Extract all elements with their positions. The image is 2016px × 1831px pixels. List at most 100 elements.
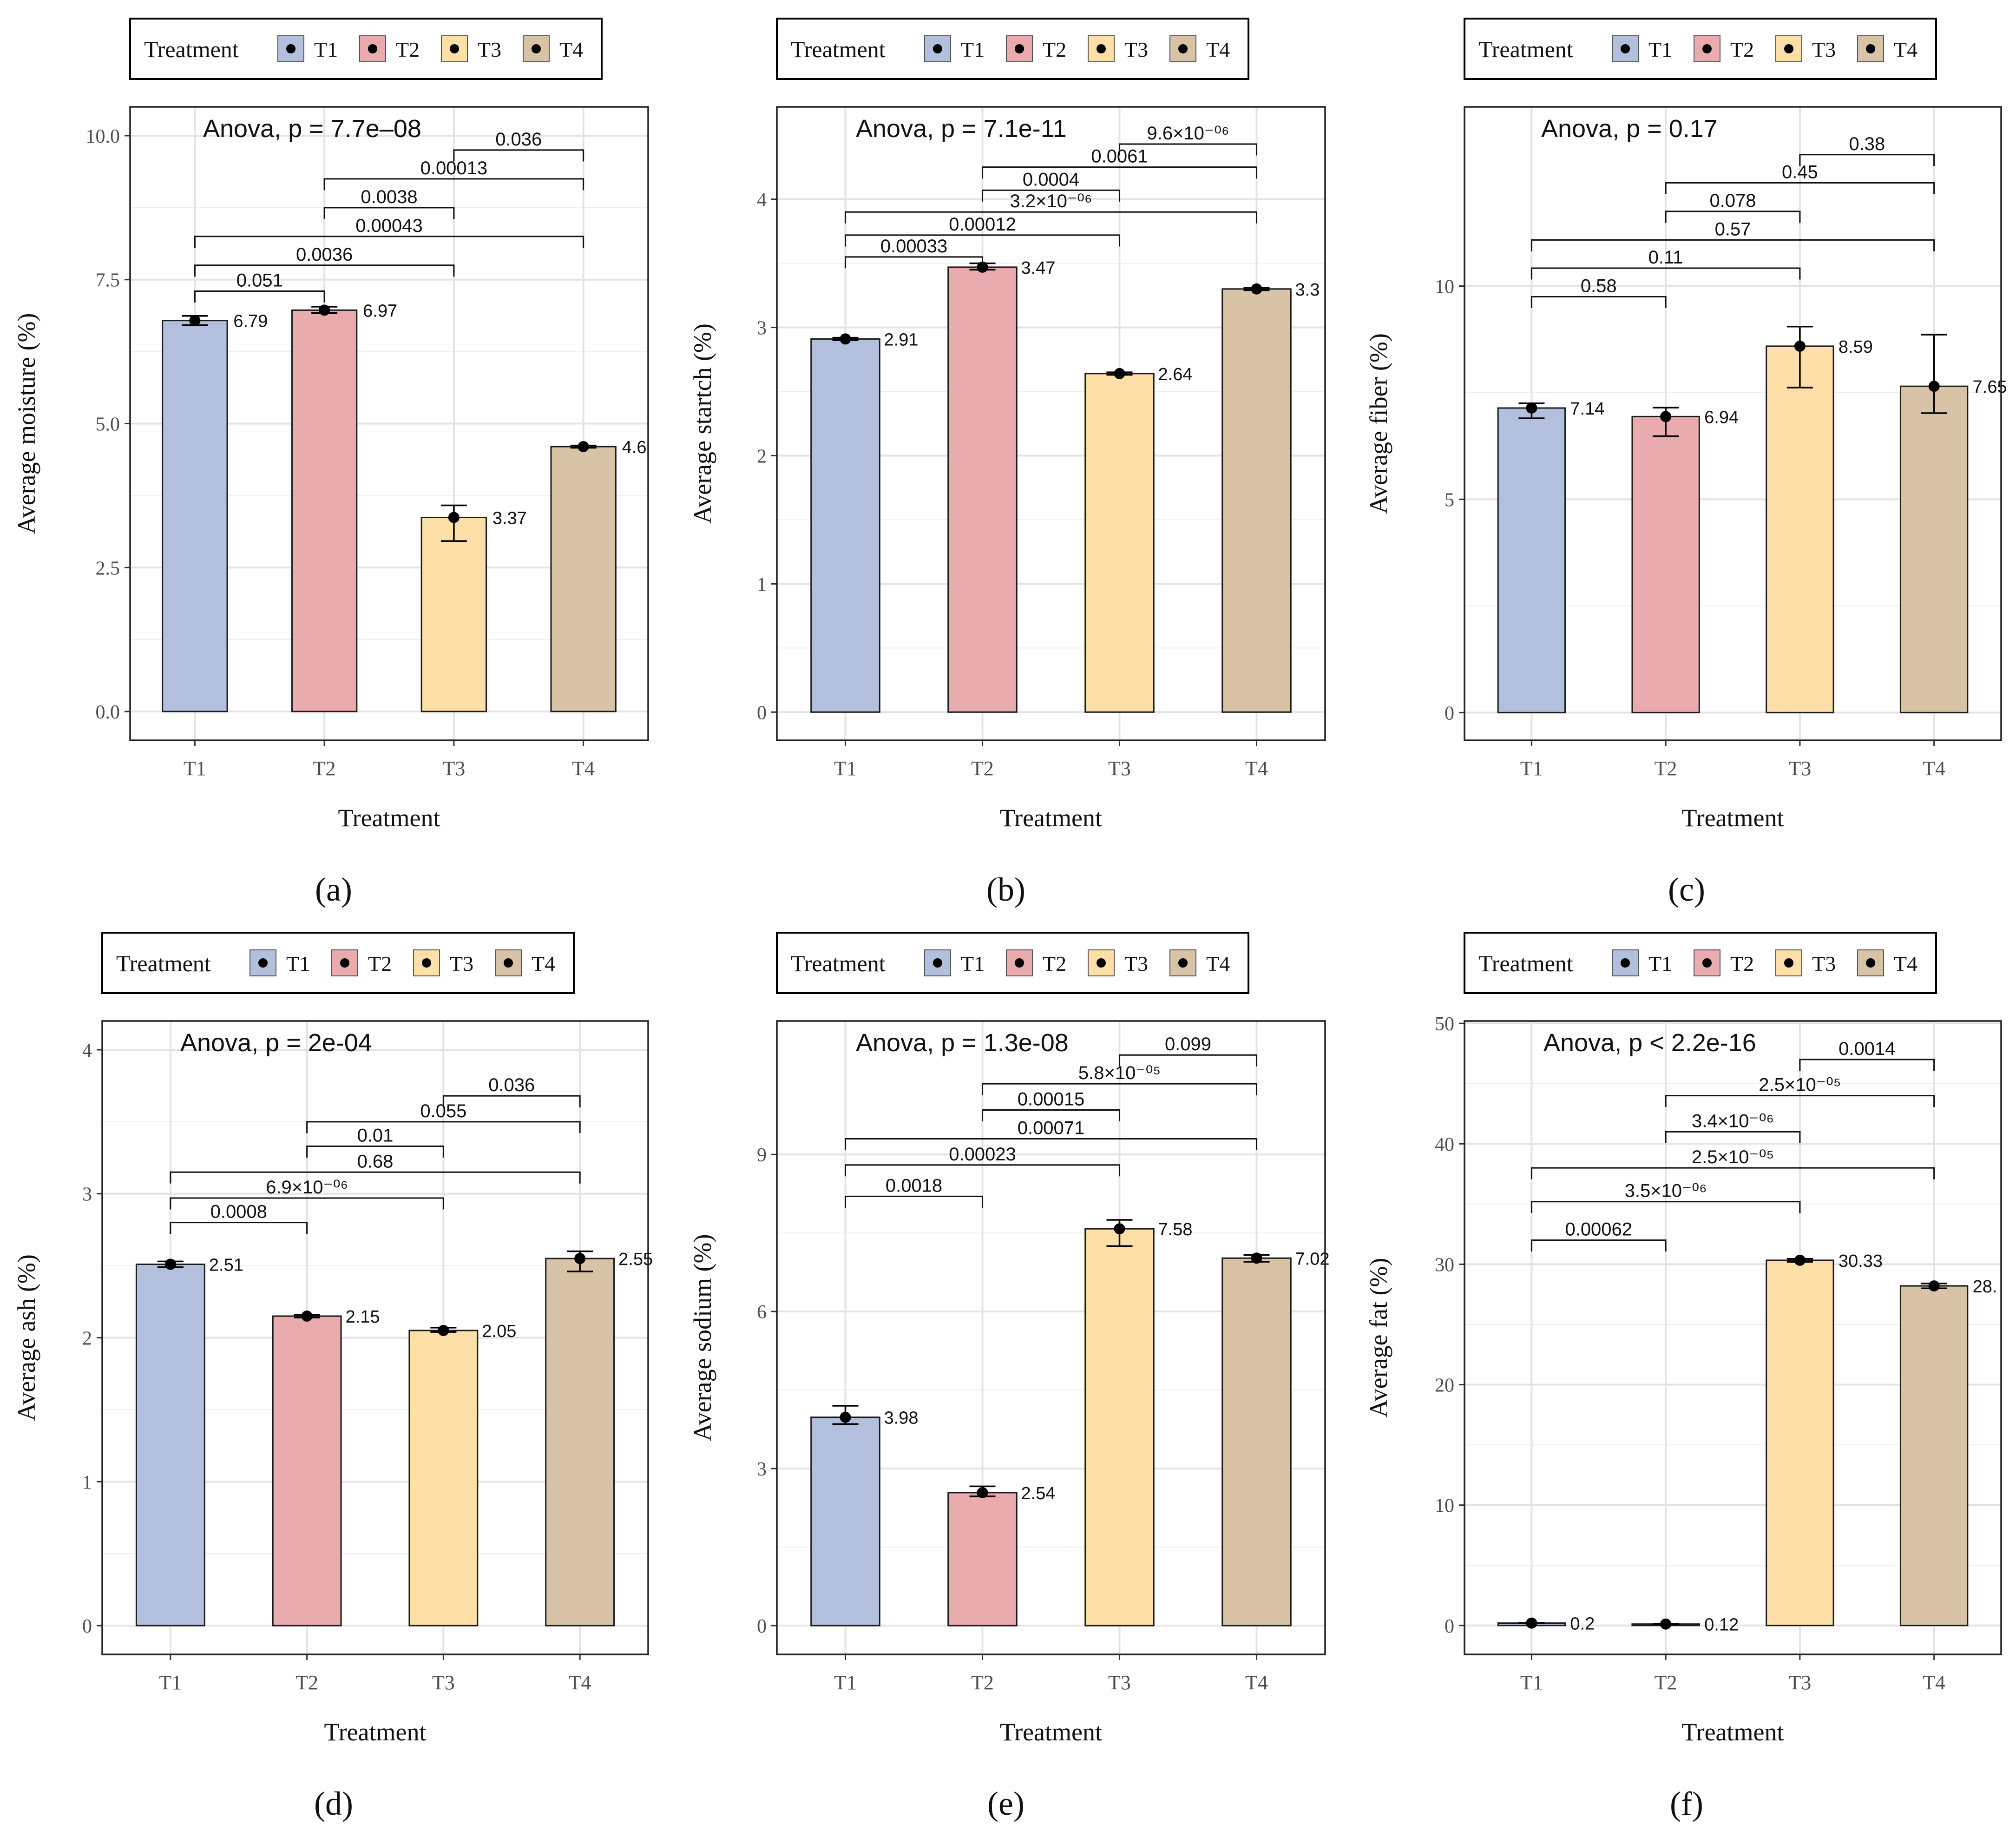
y-tick-label: 0 — [82, 1616, 92, 1637]
legend: Treatment T1 T2 T3 T4 — [129, 18, 603, 80]
bracket-line — [982, 189, 1120, 202]
y-tick-label: 1 — [82, 1472, 92, 1493]
y-tick-label: 3 — [757, 318, 767, 339]
x-axis-title: Treatment — [1000, 804, 1102, 832]
legend-entry-T2: T2 — [368, 952, 392, 975]
x-tick-label: T1 — [1520, 1671, 1543, 1694]
bar-T2 — [1631, 415, 1700, 713]
chart-panel-e: Treatment T1 T2 T3 T4 0 3 6 9 3.98 2.54 7.58 7.02 0.0… — [689, 932, 1330, 1822]
bracket-p-value: 0.0036 — [296, 244, 353, 265]
y-tick-label: 1 — [757, 574, 767, 595]
bracket-line — [170, 1171, 581, 1184]
x-tick-label: T3 — [1108, 1671, 1131, 1694]
value-label-T4: 3.3 — [1295, 280, 1320, 300]
comparison-bracket: 0.57 — [1530, 219, 1935, 251]
comparison-bracket: 0.00071 — [845, 1118, 1257, 1150]
bracket-line — [1665, 211, 1801, 223]
anova-annotation: Anova, p = 0.17 — [1541, 115, 1718, 143]
y-tick-label: 5.0 — [96, 414, 120, 435]
y-tick-label: 20 — [1435, 1375, 1454, 1396]
bracket-line — [982, 1109, 1120, 1122]
mean-point — [1660, 411, 1672, 422]
bar-T4 — [1899, 1285, 1969, 1627]
comparison-bracket: 0.0014 — [1799, 1039, 1935, 1071]
plot-frame — [776, 106, 1326, 741]
mean-point — [1660, 1618, 1672, 1630]
bracket-p-value: 0.11 — [1648, 247, 1683, 268]
anova-annotation: Anova, p = 7.1e-11 — [856, 115, 1067, 143]
bracket-p-value: 2.5×10⁻⁰⁵ — [1759, 1075, 1841, 1095]
y-tick-label: 2 — [757, 446, 767, 467]
x-tick-label: T3 — [442, 757, 465, 780]
panel-label: (b) — [986, 871, 1025, 908]
legend-title: Treatment — [791, 36, 886, 62]
comparison-bracket: 0.099 — [1119, 1034, 1257, 1067]
y-tick-label: 2 — [82, 1328, 92, 1350]
value-label-T1: 2.91 — [884, 330, 919, 349]
mean-point — [1526, 402, 1537, 414]
legend-key-point — [368, 44, 377, 53]
bracket-p-value: 0.0008 — [210, 1202, 267, 1222]
y-tick-label: 40 — [1435, 1134, 1454, 1155]
value-label-T3: 7.58 — [1158, 1220, 1193, 1239]
mean-point — [578, 441, 589, 453]
comparison-bracket: 0.036 — [442, 1075, 581, 1107]
value-label-T2: 2.54 — [1021, 1484, 1056, 1503]
y-axis-title: Average fiber (%) — [1365, 333, 1392, 514]
bracket-line — [1530, 1239, 1667, 1252]
bracket-p-value: 9.6×10⁻⁰⁶ — [1147, 123, 1229, 144]
mean-point — [574, 1253, 586, 1265]
x-axis-title: Treatment — [1682, 804, 1784, 832]
y-tick-label: 0 — [757, 1616, 767, 1637]
anova-annotation: Anova, p = 1.3e-08 — [856, 1029, 1069, 1057]
legend-key-point — [1784, 44, 1793, 53]
panel-label: (d) — [314, 1785, 353, 1822]
legend-entry-T2: T2 — [1043, 38, 1066, 61]
legend-entry-T4: T4 — [1894, 952, 1917, 975]
legend-entry-T4: T4 — [1206, 38, 1230, 61]
y-tick-label: 0 — [1445, 1616, 1454, 1637]
y-tick-label: 10.0 — [86, 126, 120, 147]
bracket-p-value: 2.5×10⁻⁰⁵ — [1692, 1147, 1774, 1167]
legend-key-point — [422, 958, 431, 968]
x-tick-label: T1 — [834, 757, 857, 780]
bracket-line — [170, 1197, 444, 1210]
bracket-line — [1530, 1201, 1801, 1213]
bracket-p-value: 3.4×10⁻⁰⁶ — [1692, 1111, 1774, 1131]
legend-key-point — [1621, 44, 1630, 53]
y-tick-label: 30 — [1435, 1254, 1454, 1276]
comparison-bracket: 0.0004 — [982, 169, 1120, 202]
x-axis-title: Treatment — [338, 804, 440, 832]
bar-T2 — [947, 1492, 1018, 1627]
legend-key-point — [258, 958, 268, 968]
bracket-line — [442, 1095, 581, 1107]
bracket-line — [1119, 143, 1257, 156]
legend-key-point — [1015, 44, 1024, 53]
bracket-p-value: 0.00033 — [880, 236, 948, 257]
x-axis-title: Treatment — [1000, 1718, 1102, 1746]
y-tick-label: 0 — [1445, 703, 1454, 724]
bar-T4 — [1221, 1257, 1292, 1627]
comparison-bracket: 0.00012 — [845, 214, 1120, 247]
mean-point — [189, 315, 201, 326]
bracket-p-value: 0.0004 — [1023, 169, 1079, 190]
x-axis-title: Treatment — [1682, 1718, 1784, 1746]
value-label-T3: 30.33 — [1839, 1251, 1883, 1271]
bracket-p-value: 0.051 — [236, 270, 283, 291]
bracket-p-value: 0.00043 — [355, 216, 423, 236]
value-label-T4: 7.02 — [1295, 1249, 1330, 1269]
bar-T1 — [810, 338, 880, 713]
legend-key-point — [286, 44, 296, 53]
comparison-bracket: 0.00043 — [194, 216, 584, 248]
bar-T1 — [1497, 407, 1566, 713]
bracket-p-value: 0.0038 — [361, 187, 417, 207]
mean-point — [1251, 283, 1262, 295]
legend-entry-T3: T3 — [1812, 38, 1836, 61]
bracket-line — [323, 207, 455, 219]
bracket-line — [1119, 1054, 1257, 1067]
legend-title: Treatment — [1478, 36, 1573, 62]
comparison-bracket: 0.051 — [194, 270, 325, 303]
comparison-bracket: 5.8×10⁻⁰⁵ — [982, 1063, 1257, 1095]
bracket-line — [306, 1121, 581, 1133]
